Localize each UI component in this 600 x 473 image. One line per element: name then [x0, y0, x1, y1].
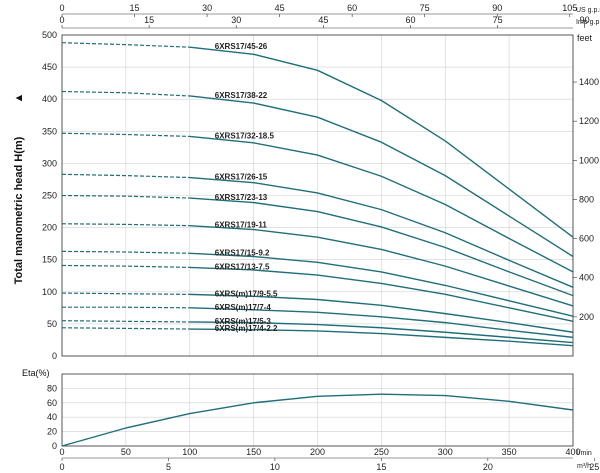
us-gpm-tick-label: 30	[202, 3, 212, 13]
us-gpm-tick-label: 45	[275, 3, 285, 13]
curve-label: 6XRS17/13-7.5	[215, 262, 270, 271]
y-axis-title: Total manometric head H(m)	[13, 136, 25, 284]
y-tick-label: 500	[42, 30, 57, 40]
lmin-tick-label: 50	[121, 447, 131, 457]
y-tick-label: 450	[42, 62, 57, 72]
us-gpm-axis-label: US g.p.m	[576, 7, 600, 14]
feet-tick-label: 200	[579, 312, 594, 322]
y-tick-label: 250	[42, 191, 57, 201]
curve-label: 6XRS(m)17/5-3	[215, 317, 272, 326]
head-curve-dashed	[61, 173, 190, 179]
head-curve	[189, 135, 574, 273]
lmin-axis-label: l/min	[577, 450, 592, 457]
head-curve-dashed	[61, 292, 190, 295]
curve-label: 6XRS17/23-13	[215, 193, 268, 202]
lmin-tick-label: 0	[59, 447, 64, 457]
head-curve-dashed	[61, 42, 190, 48]
lmin-tick-label: 400	[565, 447, 580, 457]
y-tick-label: 100	[42, 287, 57, 297]
head-curve	[189, 197, 574, 297]
imp-gpm-tick-label: 30	[231, 15, 241, 25]
eta-axis-title: Eta(%)	[22, 368, 50, 378]
lmin-tick-label: 150	[246, 447, 261, 457]
m3h-tick-label: 10	[270, 462, 280, 472]
head-curve	[189, 293, 574, 333]
feet-tick-label: 400	[579, 273, 594, 283]
head-curve-dashed	[61, 250, 190, 254]
head-curve	[189, 266, 574, 323]
head-curve	[189, 224, 574, 307]
feet-axis-label: feet	[577, 33, 593, 43]
head-curve	[189, 328, 574, 347]
curve-label: 6XRS(m)17/4-2.2	[215, 324, 278, 333]
eta-y-tick-label: 60	[47, 398, 57, 408]
eta-y-tick-label: 40	[47, 412, 57, 422]
feet-tick-label: 800	[579, 194, 594, 204]
imp-gpm-tick-label: 45	[318, 15, 328, 25]
curve-label: 6XRS17/19-11	[215, 221, 268, 230]
imp-gpm-tick-label: 60	[405, 15, 415, 25]
head-curve	[189, 95, 574, 258]
head-curve	[189, 46, 574, 238]
head-curve-dashed	[61, 132, 190, 138]
curve-label: 6XRS17/26-15	[215, 173, 268, 182]
head-curve-dashed	[61, 320, 190, 323]
us-gpm-tick-label: 60	[347, 3, 357, 13]
y-tick-label: 300	[42, 158, 57, 168]
head-curve-dashed	[62, 306, 190, 309]
curve-label: 6XRS17/38-22	[215, 91, 268, 100]
y-tick-label: 150	[42, 255, 57, 265]
head-curve-dashed	[61, 264, 190, 269]
eta-y-tick-label: 0	[52, 441, 57, 451]
us-gpm-tick-label: 0	[59, 3, 64, 13]
imp-gpm-tick-label: 75	[493, 15, 503, 25]
y-tick-label: 0	[52, 351, 57, 361]
y-tick-label: 200	[42, 223, 57, 233]
m3h-tick-label: 25	[589, 462, 599, 472]
head-curve-dashed	[61, 223, 190, 227]
head-curve-dashed	[61, 327, 190, 330]
y-axis-arrow-icon: ▲	[13, 93, 25, 104]
lmin-tick-label: 350	[502, 447, 517, 457]
us-gpm-tick-label: 15	[130, 3, 140, 13]
y-tick-label: 50	[47, 319, 57, 329]
curve-label: 6XRS17/32-18.5	[215, 131, 275, 140]
head-curve	[189, 252, 574, 317]
curve-label: 6XRS(m)17/9-5.5	[215, 289, 278, 298]
imp-gpm-tick-label: 15	[144, 15, 154, 25]
head-curve	[189, 176, 574, 288]
m3h-axis-label: m³/h	[577, 463, 591, 470]
lmin-tick-label: 100	[182, 447, 197, 457]
feet-tick-label: 1200	[579, 116, 599, 126]
curve-label: 6XRS17/15-9.2	[215, 248, 270, 257]
m3h-tick-label: 15	[376, 462, 386, 472]
imp-gpm-tick-label: 90	[580, 15, 590, 25]
imp-gpm-tick-label: 0	[59, 15, 64, 25]
feet-tick-label: 600	[579, 234, 594, 244]
feet-tick-label: 1000	[579, 155, 599, 165]
imp-gpm-axis-label: Imp g.p.m	[576, 19, 600, 26]
m3h-tick-label: 20	[483, 462, 493, 472]
m3h-tick-label: 0	[59, 462, 64, 472]
us-gpm-tick-label: 75	[420, 3, 430, 13]
lmin-tick-label: 300	[438, 447, 453, 457]
us-gpm-tick-label: 105	[562, 3, 577, 13]
eta-y-tick-label: 20	[47, 427, 57, 437]
curve-label: 6XRS17/45-26	[215, 42, 268, 51]
head-curve-dashed	[61, 194, 190, 199]
lmin-tick-label: 200	[310, 447, 325, 457]
head-curve	[189, 321, 574, 344]
eta-y-tick-label: 80	[47, 383, 57, 393]
eta-curve	[61, 393, 574, 447]
us-gpm-tick-label: 90	[492, 3, 502, 13]
y-tick-label: 400	[42, 94, 57, 104]
head-curve	[189, 307, 574, 339]
lmin-tick-label: 250	[374, 447, 389, 457]
head-curve-dashed	[61, 90, 190, 97]
feet-tick-label: 1400	[579, 77, 599, 87]
curve-label: 6XRS(m)17/7-4	[215, 303, 272, 312]
y-tick-label: 350	[42, 126, 57, 136]
m3h-tick-label: 5	[166, 462, 171, 472]
